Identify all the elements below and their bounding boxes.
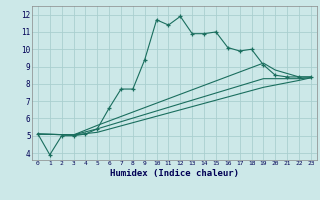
X-axis label: Humidex (Indice chaleur): Humidex (Indice chaleur)	[110, 169, 239, 178]
